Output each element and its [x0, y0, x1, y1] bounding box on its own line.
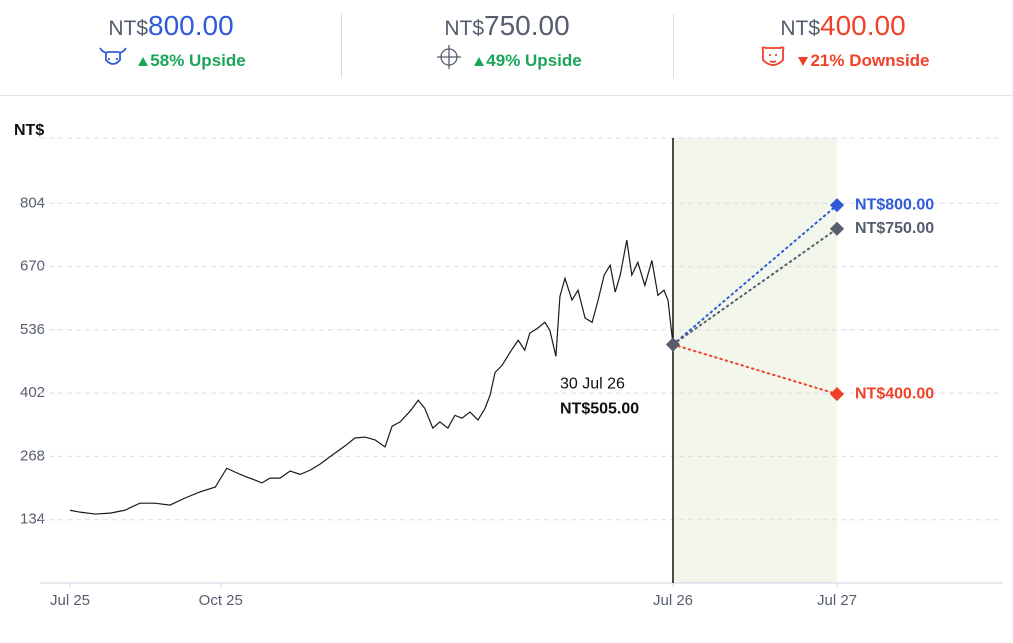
current-date: 30 Jul 26 — [560, 376, 625, 393]
price-target: NT$800.00 58% Upside — [6, 10, 336, 77]
change-text: 21% Downside — [810, 50, 930, 70]
target-label: NT$400.00 — [855, 385, 934, 402]
target-line — [672, 343, 838, 396]
price-target-header: NT$800.00 58% Upside NT$750.00 49% Upside NT… — [0, 0, 1013, 96]
price-target: NT$400.00 21% Downside — [678, 10, 1008, 77]
currency: NT$ — [108, 17, 149, 40]
x-tick-label: Jul 27 — [817, 592, 857, 609]
divider — [341, 14, 342, 78]
change-note: 58% Upside — [138, 50, 246, 71]
target-label: NT$800.00 — [855, 196, 934, 213]
change-note: 21% Downside — [798, 50, 930, 71]
current-price: NT$505.00 — [560, 401, 639, 418]
target-line — [672, 227, 838, 346]
price: 800.00 — [148, 10, 234, 41]
diamond-marker — [665, 337, 681, 352]
y-axis-label: NT$ — [14, 122, 44, 139]
icon — [432, 44, 466, 77]
change-text: 58% Upside — [150, 50, 246, 70]
y-tick-label: 536 — [20, 321, 45, 338]
diamond-marker — [829, 221, 845, 236]
y-tick-label: 402 — [20, 384, 45, 401]
change-text: 49% Upside — [486, 50, 582, 70]
forecast-band — [673, 138, 837, 583]
price-row: NT$750.00 — [342, 10, 672, 42]
y-tick-label: 804 — [20, 194, 45, 211]
diamond-marker — [829, 387, 845, 402]
arrow — [798, 56, 809, 66]
price-row: NT$800.00 — [6, 10, 336, 42]
icon-graphic — [762, 46, 785, 66]
note-row: 21% Downside — [678, 44, 1008, 77]
target-label: NT$750.00 — [855, 220, 934, 237]
x-tick-label: Jul 25 — [50, 592, 90, 609]
price-row: NT$400.00 — [678, 10, 1008, 42]
price: 750.00 — [484, 10, 570, 41]
arrow — [474, 56, 485, 66]
change-note: 49% Upside — [474, 50, 582, 71]
currency: NT$ — [444, 17, 485, 40]
price-line — [69, 240, 674, 515]
icon-graphic — [99, 47, 128, 65]
y-tick-label: 268 — [20, 447, 45, 464]
divider — [673, 14, 674, 78]
icon-graphic — [437, 45, 462, 69]
x-tick-label: Jul 26 — [653, 592, 693, 609]
y-tick-label: 134 — [20, 511, 45, 528]
price-target: NT$750.00 49% Upside — [342, 10, 672, 77]
diamond-marker — [829, 198, 845, 213]
note-row: 49% Upside — [342, 44, 672, 77]
currency: NT$ — [780, 17, 821, 40]
icon — [756, 44, 790, 77]
price: 400.00 — [820, 10, 906, 41]
icon — [96, 44, 130, 77]
note-row: 58% Upside — [6, 44, 336, 77]
arrow — [138, 56, 149, 66]
y-tick-label: 670 — [20, 258, 45, 275]
x-tick-label: Oct 25 — [199, 592, 243, 609]
